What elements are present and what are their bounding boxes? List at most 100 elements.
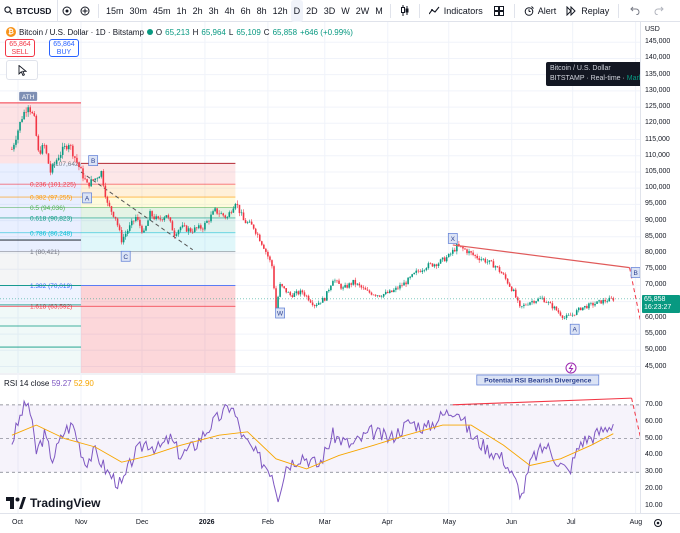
candle: [96, 177, 99, 182]
candle: [63, 143, 66, 150]
candle-body: [39, 150, 42, 154]
undo-icon[interactable]: [623, 0, 647, 22]
time-axis[interactable]: Oct Nov Dec 2026 Feb Mar Apr May Jun Jul Aug: [0, 513, 680, 533]
interval-2h[interactable]: 2h: [192, 5, 203, 16]
candle-body: [175, 234, 178, 236]
candle-body: [490, 260, 493, 262]
candle-body: [70, 145, 72, 146]
candle-body: [358, 283, 361, 286]
candle-body: [478, 258, 481, 261]
candle-body: [508, 283, 511, 287]
candle: [321, 296, 324, 303]
candle: [185, 224, 188, 233]
price-axis[interactable]: USD 145,000 140,000 135,000 130,000 125,000 1…: [640, 22, 680, 513]
sell-button[interactable]: 65,864 SELL: [5, 39, 35, 57]
candle-body: [346, 285, 348, 288]
time-tick-label: 2026: [198, 519, 215, 526]
interval-3h[interactable]: 3h: [208, 5, 219, 16]
symbol-search[interactable]: BTCUSD: [0, 0, 58, 22]
replay-button[interactable]: Replay: [561, 0, 614, 22]
candle: [575, 308, 578, 316]
wave-label-box: [82, 192, 92, 204]
interval-30m[interactable]: 30m: [129, 5, 148, 16]
interval-6h[interactable]: 6h: [240, 5, 251, 16]
candle-body: [110, 206, 113, 212]
candle-body: [545, 302, 548, 303]
candle-body: [65, 145, 68, 150]
candle: [592, 301, 594, 308]
candle: [490, 259, 493, 262]
redo-icon[interactable]: [647, 0, 671, 22]
price-chart[interactable]: (107,642) 0.236 (101,225) 0.382 (97,255) 0.…: [0, 22, 652, 513]
candle: [395, 285, 397, 293]
candle-body: [608, 297, 611, 302]
candle-body: [332, 281, 334, 286]
candle: [348, 282, 350, 289]
watchlist-icon[interactable]: [58, 0, 76, 22]
cursor-tool-button[interactable]: [6, 60, 38, 80]
rsi-tick-label: 20.00: [645, 485, 663, 493]
candle-body: [23, 111, 25, 120]
candle-body: [74, 156, 76, 158]
interval-4h[interactable]: 4h: [224, 5, 235, 16]
candle: [328, 288, 330, 293]
rsi-divergence-line: [452, 397, 632, 406]
candle: [531, 298, 533, 305]
candle: [537, 297, 539, 302]
candle: [598, 299, 600, 304]
candle-body: [295, 291, 298, 294]
layout-grid-icon[interactable]: [488, 0, 510, 22]
last-price-tag: 65,858 16:23:27: [642, 294, 680, 313]
candle: [250, 219, 253, 225]
interval-d[interactable]: D: [290, 0, 304, 22]
legend-h-label: H: [192, 27, 199, 37]
candle-body: [612, 298, 615, 301]
candle-body: [43, 145, 46, 146]
candle-body: [234, 203, 237, 209]
candle: [435, 263, 438, 269]
chart-type-icon[interactable]: [395, 0, 415, 22]
candle-body: [252, 224, 255, 229]
candle-body: [193, 227, 196, 232]
candle-body: [51, 164, 54, 173]
interval-12h[interactable]: 12h: [272, 5, 288, 16]
candle: [384, 289, 387, 296]
price-tick-label: 110,000: [645, 151, 670, 159]
add-symbol-icon[interactable]: [76, 0, 94, 22]
candle-body: [250, 221, 253, 225]
alert-button[interactable]: Alert: [519, 0, 562, 22]
candle-body: [202, 228, 204, 230]
candle: [167, 213, 170, 220]
interval-45m[interactable]: 45m: [153, 5, 171, 16]
buy-button[interactable]: 65,864 BUY: [49, 39, 79, 57]
candle-body: [171, 221, 174, 231]
candle: [606, 299, 609, 304]
settings-gear-icon[interactable]: [653, 518, 663, 528]
interval-15m[interactable]: 15m: [106, 5, 124, 16]
currency-label[interactable]: USD: [645, 26, 660, 33]
interval-1h[interactable]: 1h: [176, 5, 187, 16]
interval-m[interactable]: M: [375, 5, 383, 16]
candle-body: [293, 293, 296, 297]
candle: [486, 258, 489, 265]
interval-2d[interactable]: 2D: [306, 5, 318, 16]
candle: [141, 224, 143, 234]
candle-body: [567, 314, 570, 316]
chart-pane[interactable]: (107,642) 0.236 (101,225) 0.382 (97,255) 0.…: [0, 22, 652, 513]
indicators-button[interactable]: Indicators: [424, 0, 488, 22]
candle-body: [287, 292, 290, 293]
price-tick-label: 90,000: [645, 216, 667, 224]
candle-body: [137, 216, 139, 220]
candle-body: [437, 263, 440, 267]
candle-body: [464, 248, 466, 250]
interval-3d[interactable]: 3D: [323, 5, 336, 16]
candle-body: [431, 263, 434, 267]
candle: [567, 313, 570, 316]
candle-body: [378, 295, 381, 297]
tradingview-logo[interactable]: TradingView: [6, 496, 100, 510]
interval-w[interactable]: W: [341, 5, 350, 16]
candle: [608, 295, 611, 302]
candle: [569, 312, 572, 316]
interval-8h[interactable]: 8h: [256, 5, 267, 16]
interval-2w[interactable]: 2W: [355, 5, 370, 16]
